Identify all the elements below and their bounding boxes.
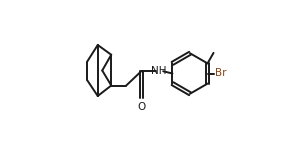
Text: NH: NH	[152, 66, 167, 76]
Text: O: O	[137, 102, 145, 111]
Text: Br: Br	[215, 69, 227, 78]
